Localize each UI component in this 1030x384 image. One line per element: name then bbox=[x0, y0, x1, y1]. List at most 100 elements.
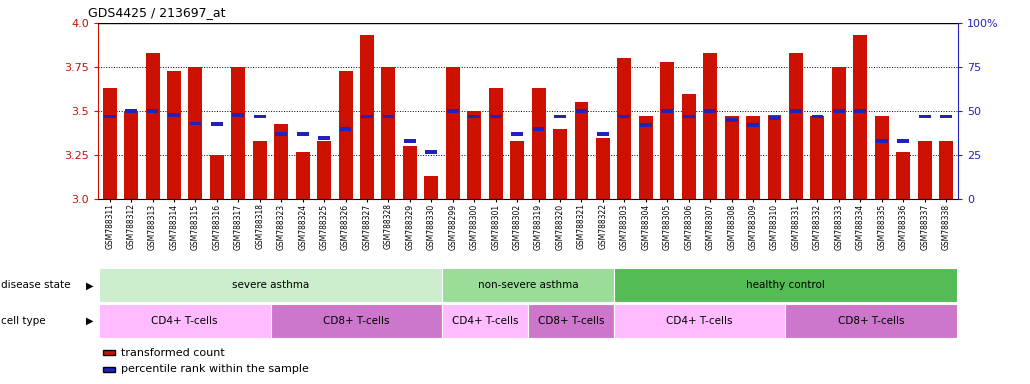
Bar bbox=[768, 116, 781, 120]
Text: CD8+ T-cells: CD8+ T-cells bbox=[323, 316, 389, 326]
Bar bbox=[253, 114, 266, 118]
Text: CD4+ T-cells: CD4+ T-cells bbox=[452, 316, 518, 326]
Bar bbox=[533, 127, 545, 131]
Bar bbox=[576, 109, 587, 113]
Bar bbox=[832, 67, 846, 199]
Bar bbox=[726, 118, 737, 122]
Bar bbox=[468, 111, 481, 199]
Bar bbox=[360, 35, 374, 199]
Bar bbox=[660, 62, 675, 199]
Bar bbox=[789, 53, 803, 199]
Bar bbox=[785, 304, 957, 338]
Bar bbox=[725, 116, 739, 199]
Bar bbox=[275, 132, 287, 136]
Bar bbox=[296, 152, 310, 199]
Bar bbox=[661, 109, 674, 113]
Bar bbox=[614, 268, 957, 302]
Bar bbox=[874, 116, 889, 199]
Bar bbox=[188, 67, 203, 199]
Bar bbox=[918, 141, 931, 199]
Bar bbox=[488, 88, 503, 199]
Bar bbox=[424, 176, 439, 199]
Bar bbox=[190, 122, 201, 126]
Bar bbox=[339, 71, 352, 199]
Bar bbox=[297, 132, 309, 136]
Bar bbox=[853, 35, 867, 199]
Text: CD8+ T-cells: CD8+ T-cells bbox=[538, 316, 604, 326]
Bar bbox=[703, 53, 717, 199]
Bar bbox=[618, 114, 630, 118]
Bar bbox=[705, 109, 716, 113]
Bar bbox=[897, 139, 909, 143]
Bar bbox=[876, 139, 888, 143]
Bar bbox=[145, 53, 160, 199]
Bar bbox=[812, 114, 823, 118]
Bar bbox=[640, 123, 652, 127]
Bar bbox=[597, 132, 609, 136]
Bar bbox=[896, 152, 911, 199]
Bar bbox=[146, 109, 159, 113]
Bar bbox=[210, 155, 224, 199]
Bar bbox=[442, 268, 614, 302]
Text: percentile rank within the sample: percentile rank within the sample bbox=[121, 364, 308, 374]
Bar bbox=[233, 113, 244, 117]
Text: disease state: disease state bbox=[1, 280, 70, 290]
Bar bbox=[232, 67, 245, 199]
Bar bbox=[168, 113, 180, 117]
Bar bbox=[617, 58, 631, 199]
Bar bbox=[103, 88, 116, 199]
Bar bbox=[490, 114, 502, 118]
Bar bbox=[747, 123, 759, 127]
Text: cell type: cell type bbox=[1, 316, 45, 326]
Bar bbox=[446, 67, 459, 199]
Text: healthy control: healthy control bbox=[746, 280, 825, 290]
Bar bbox=[553, 129, 568, 199]
Bar bbox=[528, 304, 614, 338]
Bar bbox=[554, 114, 565, 118]
Bar bbox=[99, 268, 442, 302]
Bar bbox=[318, 136, 330, 139]
Bar bbox=[575, 103, 588, 199]
Bar bbox=[126, 109, 137, 113]
Text: CD4+ T-cells: CD4+ T-cells bbox=[666, 316, 732, 326]
Bar bbox=[855, 109, 866, 113]
Bar bbox=[939, 141, 953, 199]
Bar bbox=[99, 304, 271, 338]
Bar bbox=[425, 150, 438, 154]
Bar bbox=[746, 116, 760, 199]
Bar bbox=[833, 109, 845, 113]
Bar bbox=[510, 141, 524, 199]
Bar bbox=[211, 122, 222, 126]
Bar bbox=[381, 67, 396, 199]
Bar bbox=[531, 88, 546, 199]
Bar bbox=[403, 146, 417, 199]
Bar bbox=[447, 109, 458, 113]
Bar bbox=[340, 127, 351, 131]
Bar bbox=[104, 114, 115, 118]
Bar bbox=[404, 139, 416, 143]
Text: transformed count: transformed count bbox=[121, 348, 225, 358]
Bar bbox=[362, 114, 373, 118]
Bar bbox=[682, 94, 695, 199]
Text: GDS4425 / 213697_at: GDS4425 / 213697_at bbox=[88, 6, 225, 19]
Bar bbox=[767, 115, 782, 199]
Bar bbox=[442, 304, 528, 338]
Bar bbox=[811, 116, 824, 199]
Bar bbox=[639, 116, 653, 199]
Bar bbox=[683, 114, 694, 118]
Bar bbox=[469, 114, 480, 118]
Bar bbox=[614, 304, 785, 338]
Text: CD8+ T-cells: CD8+ T-cells bbox=[837, 316, 904, 326]
Text: ▶: ▶ bbox=[85, 316, 93, 326]
Bar bbox=[274, 124, 288, 199]
Text: CD4+ T-cells: CD4+ T-cells bbox=[151, 316, 218, 326]
Bar bbox=[940, 114, 952, 118]
Bar bbox=[271, 304, 442, 338]
Bar bbox=[125, 111, 138, 199]
Bar bbox=[596, 137, 610, 199]
Bar bbox=[317, 141, 331, 199]
Text: severe asthma: severe asthma bbox=[232, 280, 309, 290]
Bar bbox=[252, 141, 267, 199]
Bar bbox=[919, 114, 930, 118]
Text: ▶: ▶ bbox=[85, 280, 93, 290]
